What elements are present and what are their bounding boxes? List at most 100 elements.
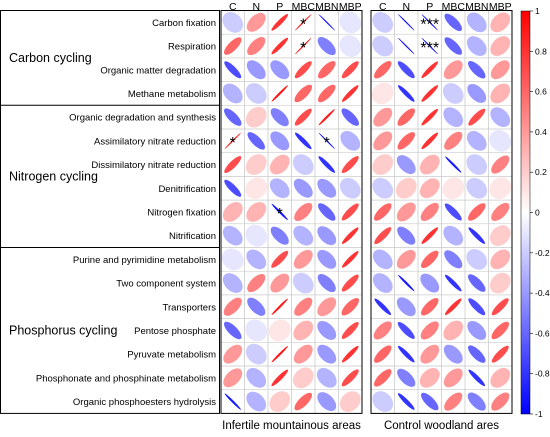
correlation-ellipse-organic-matter-degradation-n (397, 61, 415, 79)
row-label-two-component-system: Two component system (116, 279, 216, 290)
correlation-ellipse-nitrification-mbn (468, 227, 486, 244)
correlation-ellipse-dissimilatory-nitrate-reduction-mbc (445, 156, 462, 173)
correlation-ellipse-dissimilatory-nitrate-reduction-p (269, 154, 290, 175)
correlation-ellipse-organic-phosphoesters-hydrolysis-mbp (339, 391, 361, 412)
correlation-ellipse-purine-and-pyrimidine-metabolism-mbc (293, 249, 313, 269)
correlation-ellipse-transporters-c (374, 298, 392, 316)
correlation-ellipse-purine-and-pyrimidine-metabolism-mbn (317, 249, 337, 269)
correlation-ellipse-pyruvate-metabolism-mbc (443, 344, 463, 364)
panel-label: Control woodland ares (384, 420, 499, 432)
group-label-nitrogen-cycling: Nitrogen cycling (9, 169, 98, 183)
correlation-ellipse-carbon-fixation-mbc (295, 14, 312, 31)
correlation-ellipse-dissimilatory-nitrate-reduction-mbn (466, 154, 488, 175)
correlation-ellipse-nitrogen-fixation-mbn (468, 203, 486, 221)
correlation-ellipse-pentose-phosphate-mbp (491, 321, 509, 340)
row-label-carbon-fixation: Carbon fixation (152, 18, 216, 29)
correlation-ellipse-purine-and-pyrimidine-metabolism-c (221, 248, 244, 271)
correlation-ellipse-nitrogen-fixation-c (374, 203, 392, 221)
correlation-ellipse-phosphonate-and-phosphinate-metabolism-p (271, 369, 289, 387)
correlation-ellipse-assimilatory-nitrate-reduction-c (224, 132, 241, 150)
correlation-ellipse-two-component-system-c (372, 273, 393, 293)
correlation-ellipse-transporters-n (396, 297, 416, 317)
correlation-ellipse-phosphonate-and-phosphinate-metabolism-mbn (468, 369, 486, 387)
correlation-ellipse-assimilatory-nitrate-reduction-n (247, 132, 265, 150)
correlation-ellipse-methane-metabolism-mbn (318, 84, 336, 103)
column-label-c: C (229, 1, 237, 13)
column-label-mbp: MBP (339, 1, 362, 13)
correlation-ellipse-pyruvate-metabolism-c (374, 345, 392, 363)
row-label-nitrogen-fixation: Nitrogen fixation (147, 207, 216, 218)
correlation-ellipse-denitrification-mbn (317, 178, 337, 198)
correlation-ellipse-assimilatory-nitrate-reduction-p (270, 131, 290, 151)
correlation-ellipse-pentose-phosphate-n (397, 321, 415, 339)
correlation-ellipse-respiration-p (421, 37, 438, 55)
column-label-mbn: MBN (465, 1, 488, 13)
correlation-ellipse-organic-matter-degradation-c (224, 61, 242, 79)
row-label-pentose-phosphate: Pentose phosphate (134, 326, 216, 337)
correlation-ellipse-respiration-mbc (444, 37, 462, 55)
row-label-nitrification: Nitrification (169, 231, 216, 242)
group-label-carbon-cycling: Carbon cycling (9, 51, 92, 65)
correlation-ellipse-transporters-mbc (444, 298, 462, 316)
correlation-ellipse-purine-and-pyrimidine-metabolism-mbc (444, 250, 463, 269)
correlation-ellipse-methane-metabolism-mbp (490, 83, 511, 104)
correlation-ellipse-two-component-system-mbp (341, 274, 359, 292)
correlation-ellipse-carbon-fixation-mbn (318, 14, 335, 31)
correlation-ellipse-carbon-fixation-n (246, 12, 266, 32)
correlation-ellipse-organic-phosphoesters-hydrolysis-c (224, 393, 241, 410)
correlation-ellipse-nitrification-mbn (317, 226, 337, 246)
correlation-ellipse-denitrification-mbc (293, 178, 313, 198)
correlation-ellipse-pyruvate-metabolism-n (245, 343, 267, 365)
correlation-ellipse-phosphonate-and-phosphinate-metabolism-c (374, 369, 392, 387)
correlation-ellipse-two-component-system-mbp (489, 272, 511, 294)
correlation-ellipse-methane-metabolism-n (397, 85, 415, 102)
correlation-ellipse-transporters-p (271, 298, 288, 315)
significance-mark: * (300, 16, 306, 33)
correlation-ellipse-nitrification-c (374, 227, 392, 245)
correlation-ellipse-dissimilatory-nitrate-reduction-mbn (318, 156, 336, 173)
significance-mark: * (300, 40, 306, 57)
correlation-ellipse-methane-metabolism-c (222, 83, 243, 104)
column-label-mbp: MBP (489, 1, 512, 13)
correlation-ellipse-nitrogen-fixation-mbp (491, 202, 510, 222)
significance-mark: * (324, 135, 330, 152)
correlation-ellipse-transporters-mbc (294, 297, 313, 316)
significance-mark: *** (420, 40, 439, 57)
correlation-ellipse-phosphonate-and-phosphinate-metabolism-mbc (292, 367, 314, 389)
correlation-ellipse-pentose-phosphate-mbp (341, 321, 359, 339)
colorbar-tick-label: 0 (535, 208, 540, 218)
correlation-ellipse-respiration-c (372, 35, 394, 57)
column-label-p: P (276, 1, 283, 13)
correlation-ellipse-pyruvate-metabolism-mbn (468, 345, 486, 363)
correlation-ellipse-organic-phosphoesters-hydrolysis-c (372, 391, 394, 412)
column-label-mbc: MBC (292, 1, 316, 13)
correlation-ellipse-pentose-phosphate-mbn (467, 321, 487, 340)
correlation-ellipse-phosphonate-and-phosphinate-metabolism-mbp (341, 369, 359, 387)
colorbar-tick-label: -0.6 (535, 328, 550, 338)
correlation-ellipse-nitrification-mbc (293, 225, 314, 246)
correlation-ellipse-two-component-system-mbc (444, 274, 462, 292)
correlation-ellipse-pentose-phosphate-mbc (443, 320, 464, 341)
correlation-ellipse-organic-degradation-and-synthesis-p (270, 108, 289, 127)
row-label-dissimilatory-nitrate-reduction: Dissimilatory nitrate reduction (91, 160, 216, 171)
colorbar-tick-label: 1 (535, 6, 540, 16)
correlation-ellipse-transporters-p (421, 298, 439, 316)
correlation-ellipse-methane-metabolism-mbc (294, 84, 312, 103)
significance-mark: * (277, 206, 283, 223)
correlation-ellipse-respiration-n (247, 36, 266, 56)
correlation-ellipse-transporters-mbp (491, 298, 509, 316)
correlation-ellipse-phosphonate-and-phosphinate-metabolism-mbn (316, 367, 337, 388)
significance-mark: *** (420, 16, 439, 33)
correlation-ellipse-assimilatory-nitrate-reduction-n (397, 132, 415, 150)
colorbar-tick-label: -0.8 (535, 369, 550, 379)
correlation-ellipse-methane-metabolism-mbp (341, 85, 359, 102)
row-label-assimilatory-nitrate-reduction: Assimilatory nitrate reduction (94, 136, 216, 147)
correlation-ellipse-carbon-fixation-n (398, 14, 415, 31)
correlation-ellipse-nitrogen-fixation-mbc (444, 203, 462, 221)
row-label-denitrification: Denitrification (158, 184, 216, 195)
correlation-ellipse-organic-degradation-and-synthesis-mbn (468, 108, 486, 126)
correlation-ellipse-phosphonate-and-phosphinate-metabolism-mbc (443, 368, 463, 388)
correlation-ellipse-dissimilatory-nitrate-reduction-mbc (292, 154, 314, 175)
correlation-ellipse-organic-degradation-and-synthesis-mbc (443, 107, 464, 128)
